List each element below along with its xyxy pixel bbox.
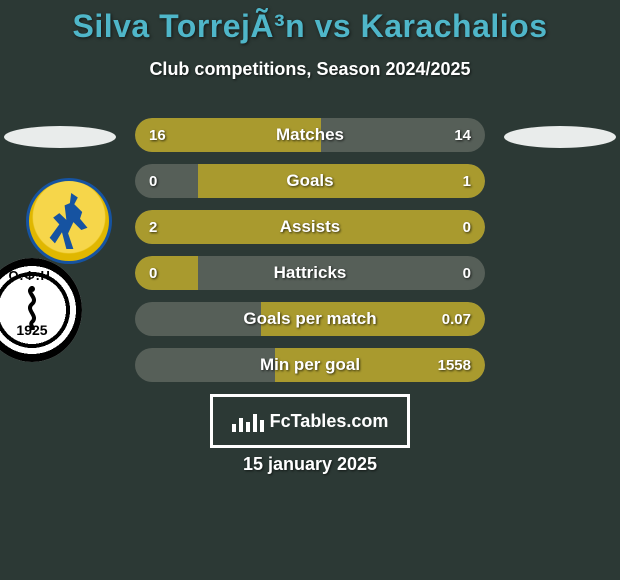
stat-row: 1558Min per goal (135, 348, 485, 382)
left-club-badge (26, 178, 112, 264)
fctables-watermark: FcTables.com (210, 394, 410, 448)
stat-row: 20Assists (135, 210, 485, 244)
fctables-bars-icon (232, 410, 264, 432)
ofi-year: 1925 (0, 322, 82, 338)
date-label: 15 january 2025 (0, 454, 620, 475)
ofi-letters: Ο.Φ.Η. (0, 268, 82, 283)
runner-icon (47, 193, 91, 249)
right-player-ellipse (504, 126, 616, 148)
stat-row: 01Goals (135, 164, 485, 198)
stat-row: 0.07Goals per match (135, 302, 485, 336)
right-club-badge: Ο.Φ.Η. 1925 (0, 258, 82, 362)
left-player-ellipse (4, 126, 116, 148)
page-title: Silva TorrejÃ³n vs Karachalios (0, 0, 620, 45)
page-subtitle: Club competitions, Season 2024/2025 (0, 59, 620, 80)
fctables-label: FcTables.com (270, 411, 389, 432)
comparison-infographic: Silva TorrejÃ³n vs Karachalios Club comp… (0, 0, 620, 580)
stats-column: 1614Matches 01Goals 20Assists 00Hattricks 0.… (135, 118, 485, 394)
stat-row: 00Hattricks (135, 256, 485, 290)
stat-row: 1614Matches (135, 118, 485, 152)
